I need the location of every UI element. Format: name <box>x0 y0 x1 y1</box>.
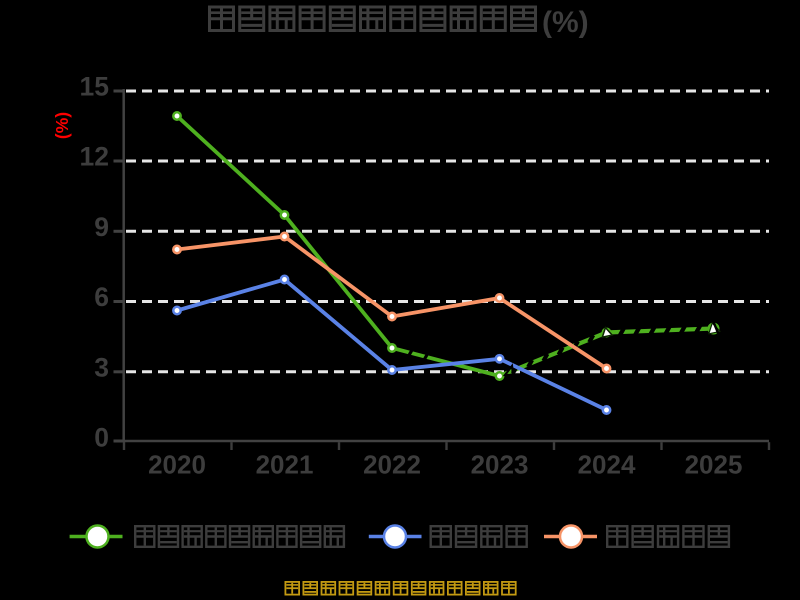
svg-text:2020: 2020 <box>148 450 206 480</box>
svg-text:15: 15 <box>80 72 109 102</box>
svg-text:2024: 2024 <box>578 450 636 480</box>
svg-text:2021: 2021 <box>256 450 314 480</box>
svg-text:2022: 2022 <box>363 450 421 480</box>
svg-text:(%): (%) <box>52 112 72 139</box>
svg-text:2023: 2023 <box>471 450 529 480</box>
svg-text:0: 0 <box>94 423 109 453</box>
svg-text:12: 12 <box>80 142 109 172</box>
svg-text:3: 3 <box>94 352 109 382</box>
svg-text:(%): (%) <box>542 6 589 39</box>
svg-text:2025: 2025 <box>685 450 743 480</box>
svg-text:9: 9 <box>94 212 109 242</box>
svg-text:6: 6 <box>94 282 109 312</box>
